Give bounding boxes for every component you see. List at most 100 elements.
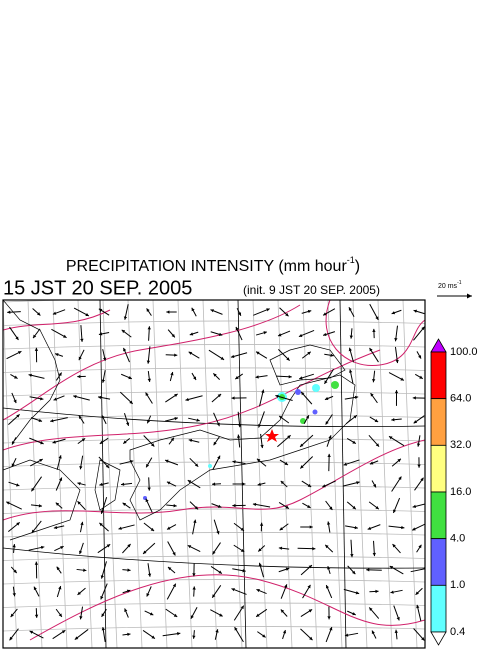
wind-head <box>237 423 242 428</box>
wind-vector <box>301 480 312 488</box>
wind-head <box>55 502 60 506</box>
wind-head <box>421 637 425 641</box>
wind-head <box>33 334 37 339</box>
wind-head <box>369 347 373 352</box>
wind-vector <box>326 521 331 533</box>
wind-head <box>354 395 359 400</box>
wind-head <box>212 482 216 486</box>
wind-head <box>312 546 316 551</box>
wind-head <box>266 308 270 312</box>
wind-vector <box>142 630 156 639</box>
rain-cell <box>312 384 320 392</box>
wind-head <box>287 435 291 439</box>
wind-head <box>174 393 178 398</box>
grid-line <box>252 300 268 648</box>
wind-head <box>78 415 82 419</box>
grid-line <box>127 300 143 648</box>
wind-head <box>192 573 196 577</box>
wind-vector <box>348 306 355 318</box>
wind-vector <box>211 393 222 403</box>
wind-vector <box>416 544 422 553</box>
contour <box>3 304 301 421</box>
rain-cell <box>295 389 301 395</box>
wind-head <box>324 380 328 384</box>
wind-head <box>78 356 82 361</box>
wind-vector <box>188 351 200 359</box>
grid-line <box>3 579 425 585</box>
wind-vector <box>144 610 154 616</box>
wind-head <box>309 525 313 529</box>
wind-head <box>354 525 358 530</box>
wind-vector <box>325 500 333 511</box>
vector-scale-exponent: -1 <box>457 280 462 286</box>
wind-head <box>187 545 192 549</box>
wind-vector <box>344 632 359 637</box>
wind-head <box>348 347 352 352</box>
wind-vector <box>414 477 424 491</box>
wind-vector <box>146 308 152 316</box>
wind-head <box>262 634 266 638</box>
wind-vector <box>9 326 19 341</box>
grid-line <box>102 300 118 648</box>
wind-vector <box>277 434 291 448</box>
wind-head <box>371 630 375 634</box>
wind-vector <box>7 310 21 314</box>
wind-head <box>34 561 39 565</box>
wind-vector <box>257 482 266 486</box>
wind-vector <box>99 482 109 487</box>
wind-head <box>38 504 43 508</box>
wind-vector <box>394 325 398 342</box>
wind-head <box>412 396 416 400</box>
wind-vector <box>73 395 90 401</box>
color-bar-label: 0.4 <box>450 626 465 638</box>
wind-head <box>150 443 155 447</box>
wind-vector <box>391 309 402 315</box>
wind-head <box>185 397 189 402</box>
wind-vector <box>412 523 425 531</box>
wind-head <box>174 353 178 357</box>
wind-head <box>301 391 305 396</box>
wind-vector <box>302 502 311 509</box>
wind-head <box>120 482 125 486</box>
wind-head <box>177 632 181 636</box>
wind-head <box>280 480 285 485</box>
wind-head <box>193 376 197 380</box>
wind-head <box>78 550 83 555</box>
wind-head <box>367 526 372 530</box>
wind-vector <box>255 375 268 379</box>
wind-head <box>129 400 133 404</box>
wind-head <box>189 332 194 336</box>
wind-head <box>416 604 420 609</box>
grid-line <box>3 391 425 397</box>
contour <box>3 439 425 521</box>
wind-head <box>38 418 43 422</box>
wind-head <box>99 482 103 487</box>
wind-vector <box>231 588 247 595</box>
wind-vector <box>372 370 376 383</box>
latlon-line <box>237 300 247 648</box>
wind-vector <box>52 438 66 444</box>
wind-vector <box>164 459 179 466</box>
wind-vector <box>122 543 131 554</box>
wind-head <box>97 395 102 400</box>
wind-vector <box>212 455 221 470</box>
wind-vector <box>162 632 181 637</box>
wind-head <box>298 333 303 337</box>
wind-vector <box>167 541 176 556</box>
wind-vector <box>258 411 265 428</box>
wind-vector <box>347 565 356 575</box>
wind-vector <box>97 395 111 400</box>
wind-vector <box>192 563 196 577</box>
wind-head <box>261 389 265 394</box>
wind-vector <box>236 307 242 317</box>
wind-head <box>235 326 239 331</box>
wind-vector <box>279 459 289 466</box>
wind-vector <box>232 460 246 465</box>
wind-vector <box>297 546 316 551</box>
wind-head <box>166 310 170 314</box>
wind-vector <box>192 630 196 639</box>
wind-head <box>418 544 422 549</box>
wind-vector <box>101 414 107 425</box>
wind-vector <box>165 416 178 422</box>
